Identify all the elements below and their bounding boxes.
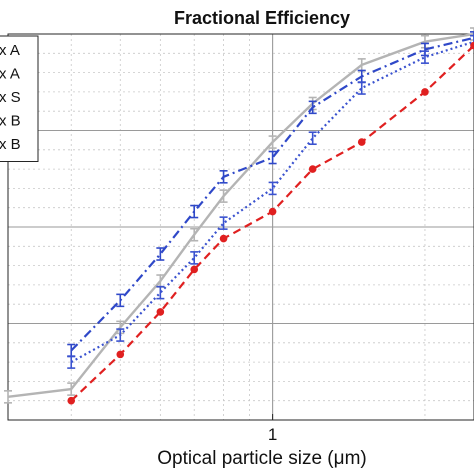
series-4-point xyxy=(67,396,76,405)
legend-entry-label: x B xyxy=(0,113,21,130)
series-4-line xyxy=(70,44,474,402)
series-4-point xyxy=(156,308,165,316)
plot-area-frame xyxy=(7,33,474,421)
series-4-point xyxy=(357,138,366,146)
chart-title: Fractional Efficiency xyxy=(174,8,350,28)
x-axis-tick-label: 1 xyxy=(268,425,277,444)
legend-entry-label: x S xyxy=(0,89,21,106)
series-4-point xyxy=(421,88,429,96)
series-3-line xyxy=(70,40,474,364)
series-4-group xyxy=(67,41,474,405)
series-4-point xyxy=(116,350,125,359)
series-2-line xyxy=(70,36,474,352)
legend-box xyxy=(0,35,39,162)
data-series-layer xyxy=(4,27,474,405)
x-axis-label: Optical particle size (μm) xyxy=(157,448,366,469)
series-4-point xyxy=(470,41,474,50)
series-4-point xyxy=(219,234,228,243)
legend: x A x A x S x B x B xyxy=(0,35,39,162)
legend-entry-label: x A xyxy=(0,42,20,59)
series-4-point xyxy=(308,165,317,173)
legend-entry-label: x B xyxy=(0,136,21,153)
legend-entry-label: x A xyxy=(0,66,20,83)
x-axis-ticks: 1 xyxy=(268,414,277,444)
series-4-point xyxy=(190,265,199,274)
series-4-point xyxy=(268,207,277,216)
